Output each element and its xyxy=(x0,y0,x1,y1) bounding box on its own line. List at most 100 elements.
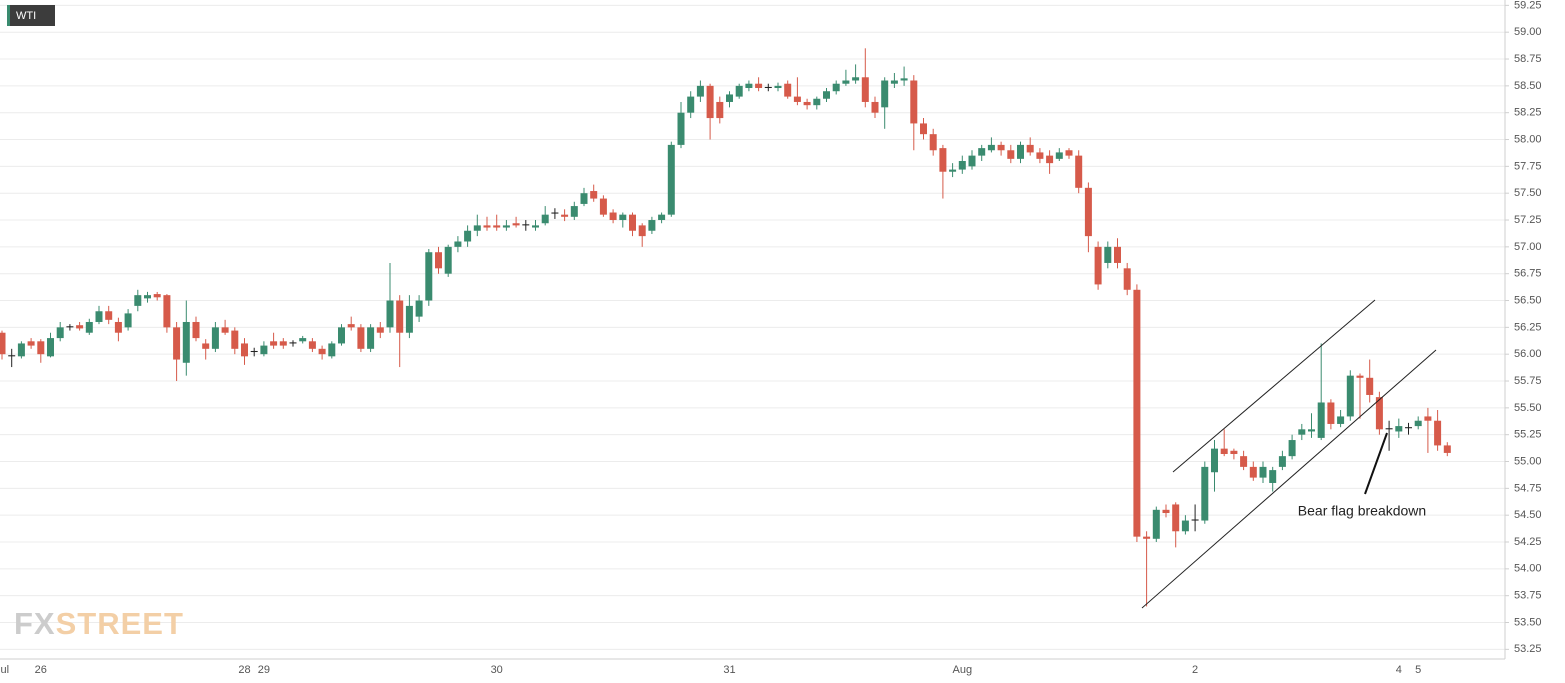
candle-body xyxy=(551,212,559,214)
candle-body xyxy=(0,332,6,355)
y-tick-label: 56.00 xyxy=(1514,348,1542,360)
y-tick-label: 58.25 xyxy=(1514,107,1542,119)
candle-body xyxy=(696,85,704,97)
candle-body xyxy=(192,321,200,339)
candle-body xyxy=(386,300,394,328)
candle-body xyxy=(1017,144,1024,159)
y-tick-label: 55.50 xyxy=(1514,402,1542,414)
candle-body xyxy=(144,295,151,299)
annotation-text: Bear flag breakdown xyxy=(1298,503,1426,519)
candle-body xyxy=(376,327,384,333)
x-tick-label: 4 xyxy=(1396,664,1402,676)
candle-body xyxy=(8,355,16,357)
candle-body xyxy=(793,96,801,102)
candle-body xyxy=(987,144,995,151)
y-tick-label: 57.00 xyxy=(1514,241,1542,253)
candle-body xyxy=(735,85,743,97)
candle-body xyxy=(832,83,840,92)
candles xyxy=(0,48,1451,607)
candle-body xyxy=(852,77,860,81)
candle-body xyxy=(803,101,811,106)
x-tick-label: 26 xyxy=(35,664,47,676)
candle-body xyxy=(968,155,976,167)
candle-body xyxy=(1094,246,1102,285)
annotation-layer: Bear flag breakdown xyxy=(1141,299,1437,609)
candle-body xyxy=(638,225,646,237)
candle-body xyxy=(1308,429,1315,432)
candle-body xyxy=(270,341,278,346)
candle-body xyxy=(1288,440,1296,457)
watermark-street: STREET xyxy=(56,606,184,641)
watermark-text: FXSTREET xyxy=(14,606,184,641)
candle-body xyxy=(435,252,442,269)
annotation-arrow xyxy=(1364,432,1388,495)
candle-body xyxy=(570,206,578,217)
x-tick-label: 28 xyxy=(238,664,250,676)
candle-body xyxy=(745,83,753,89)
y-tick-label: 58.00 xyxy=(1514,133,1542,145)
candle-body xyxy=(95,311,103,322)
channel-upper-line xyxy=(1172,299,1376,473)
legend-stripe xyxy=(7,5,10,26)
legend-title: WTI xyxy=(16,10,36,22)
candle-body xyxy=(357,327,365,349)
candle-body xyxy=(590,191,598,199)
y-tick-label: 54.75 xyxy=(1514,482,1542,494)
candle-body xyxy=(134,295,142,306)
candle-body xyxy=(1114,246,1121,263)
candle-body xyxy=(764,86,772,89)
candle-body xyxy=(512,223,520,226)
candle-body xyxy=(1434,420,1442,446)
candle-body xyxy=(221,327,229,333)
candle-body xyxy=(163,295,171,328)
x-tick-label: 31 xyxy=(723,664,735,676)
y-tick-label: 53.75 xyxy=(1514,590,1542,602)
candle-body xyxy=(881,80,889,108)
y-tick-label: 58.75 xyxy=(1514,53,1542,65)
candle-body xyxy=(658,214,666,221)
candle-body xyxy=(85,321,93,333)
candle-body xyxy=(1230,450,1238,455)
candle-body xyxy=(648,220,656,231)
candle-body xyxy=(279,341,287,346)
candle-body xyxy=(687,96,695,113)
candle-body xyxy=(1152,509,1160,539)
y-tick-label: 56.25 xyxy=(1514,321,1542,333)
candle-body xyxy=(580,193,588,204)
candle-body xyxy=(1424,416,1432,421)
y-tick-label: 54.00 xyxy=(1514,563,1542,575)
candle-body xyxy=(1123,268,1131,290)
candle-body xyxy=(1191,519,1199,521)
candle-body xyxy=(299,338,307,342)
candle-body xyxy=(444,246,452,274)
candle-body xyxy=(1298,429,1306,435)
candle-body xyxy=(619,214,627,221)
candle-body xyxy=(289,342,297,344)
candle-body xyxy=(1337,416,1345,424)
candle-body xyxy=(900,78,908,81)
candle-body xyxy=(464,230,472,242)
y-tick-label: 55.00 xyxy=(1514,455,1542,467)
candle-body xyxy=(677,112,685,145)
grid-layer xyxy=(0,4,1505,650)
candle-body xyxy=(755,83,763,89)
candle-body xyxy=(1211,448,1218,473)
candle-body xyxy=(308,341,316,349)
candle-body xyxy=(532,225,539,228)
candle-body xyxy=(250,350,258,353)
candle-body xyxy=(958,160,966,170)
candle-body xyxy=(978,148,986,156)
candle-body xyxy=(1201,466,1209,521)
candle-body xyxy=(1220,448,1228,455)
candle-body xyxy=(17,343,25,357)
channel-lower-line xyxy=(1141,349,1437,609)
candle-body xyxy=(114,321,122,333)
candle-body xyxy=(173,327,181,360)
candle-body xyxy=(338,327,345,344)
candle-body xyxy=(1278,456,1286,467)
candle-body xyxy=(1385,428,1393,430)
candle-body xyxy=(76,325,84,329)
candle-body xyxy=(813,98,821,106)
candle-body xyxy=(939,148,947,172)
